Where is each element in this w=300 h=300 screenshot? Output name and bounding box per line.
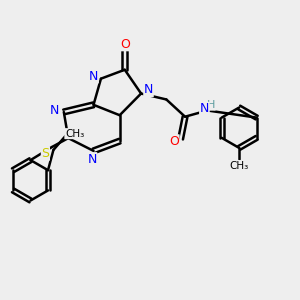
Text: H: H bbox=[207, 100, 215, 110]
Text: S: S bbox=[41, 147, 50, 160]
Text: CH₃: CH₃ bbox=[65, 129, 84, 139]
Text: O: O bbox=[169, 135, 179, 148]
Text: CH₃: CH₃ bbox=[230, 160, 249, 171]
Text: N: N bbox=[200, 103, 209, 116]
Text: N: N bbox=[87, 153, 97, 166]
Text: N: N bbox=[50, 104, 59, 117]
Text: N: N bbox=[144, 83, 153, 97]
Text: N: N bbox=[89, 70, 98, 83]
Text: O: O bbox=[121, 38, 130, 51]
